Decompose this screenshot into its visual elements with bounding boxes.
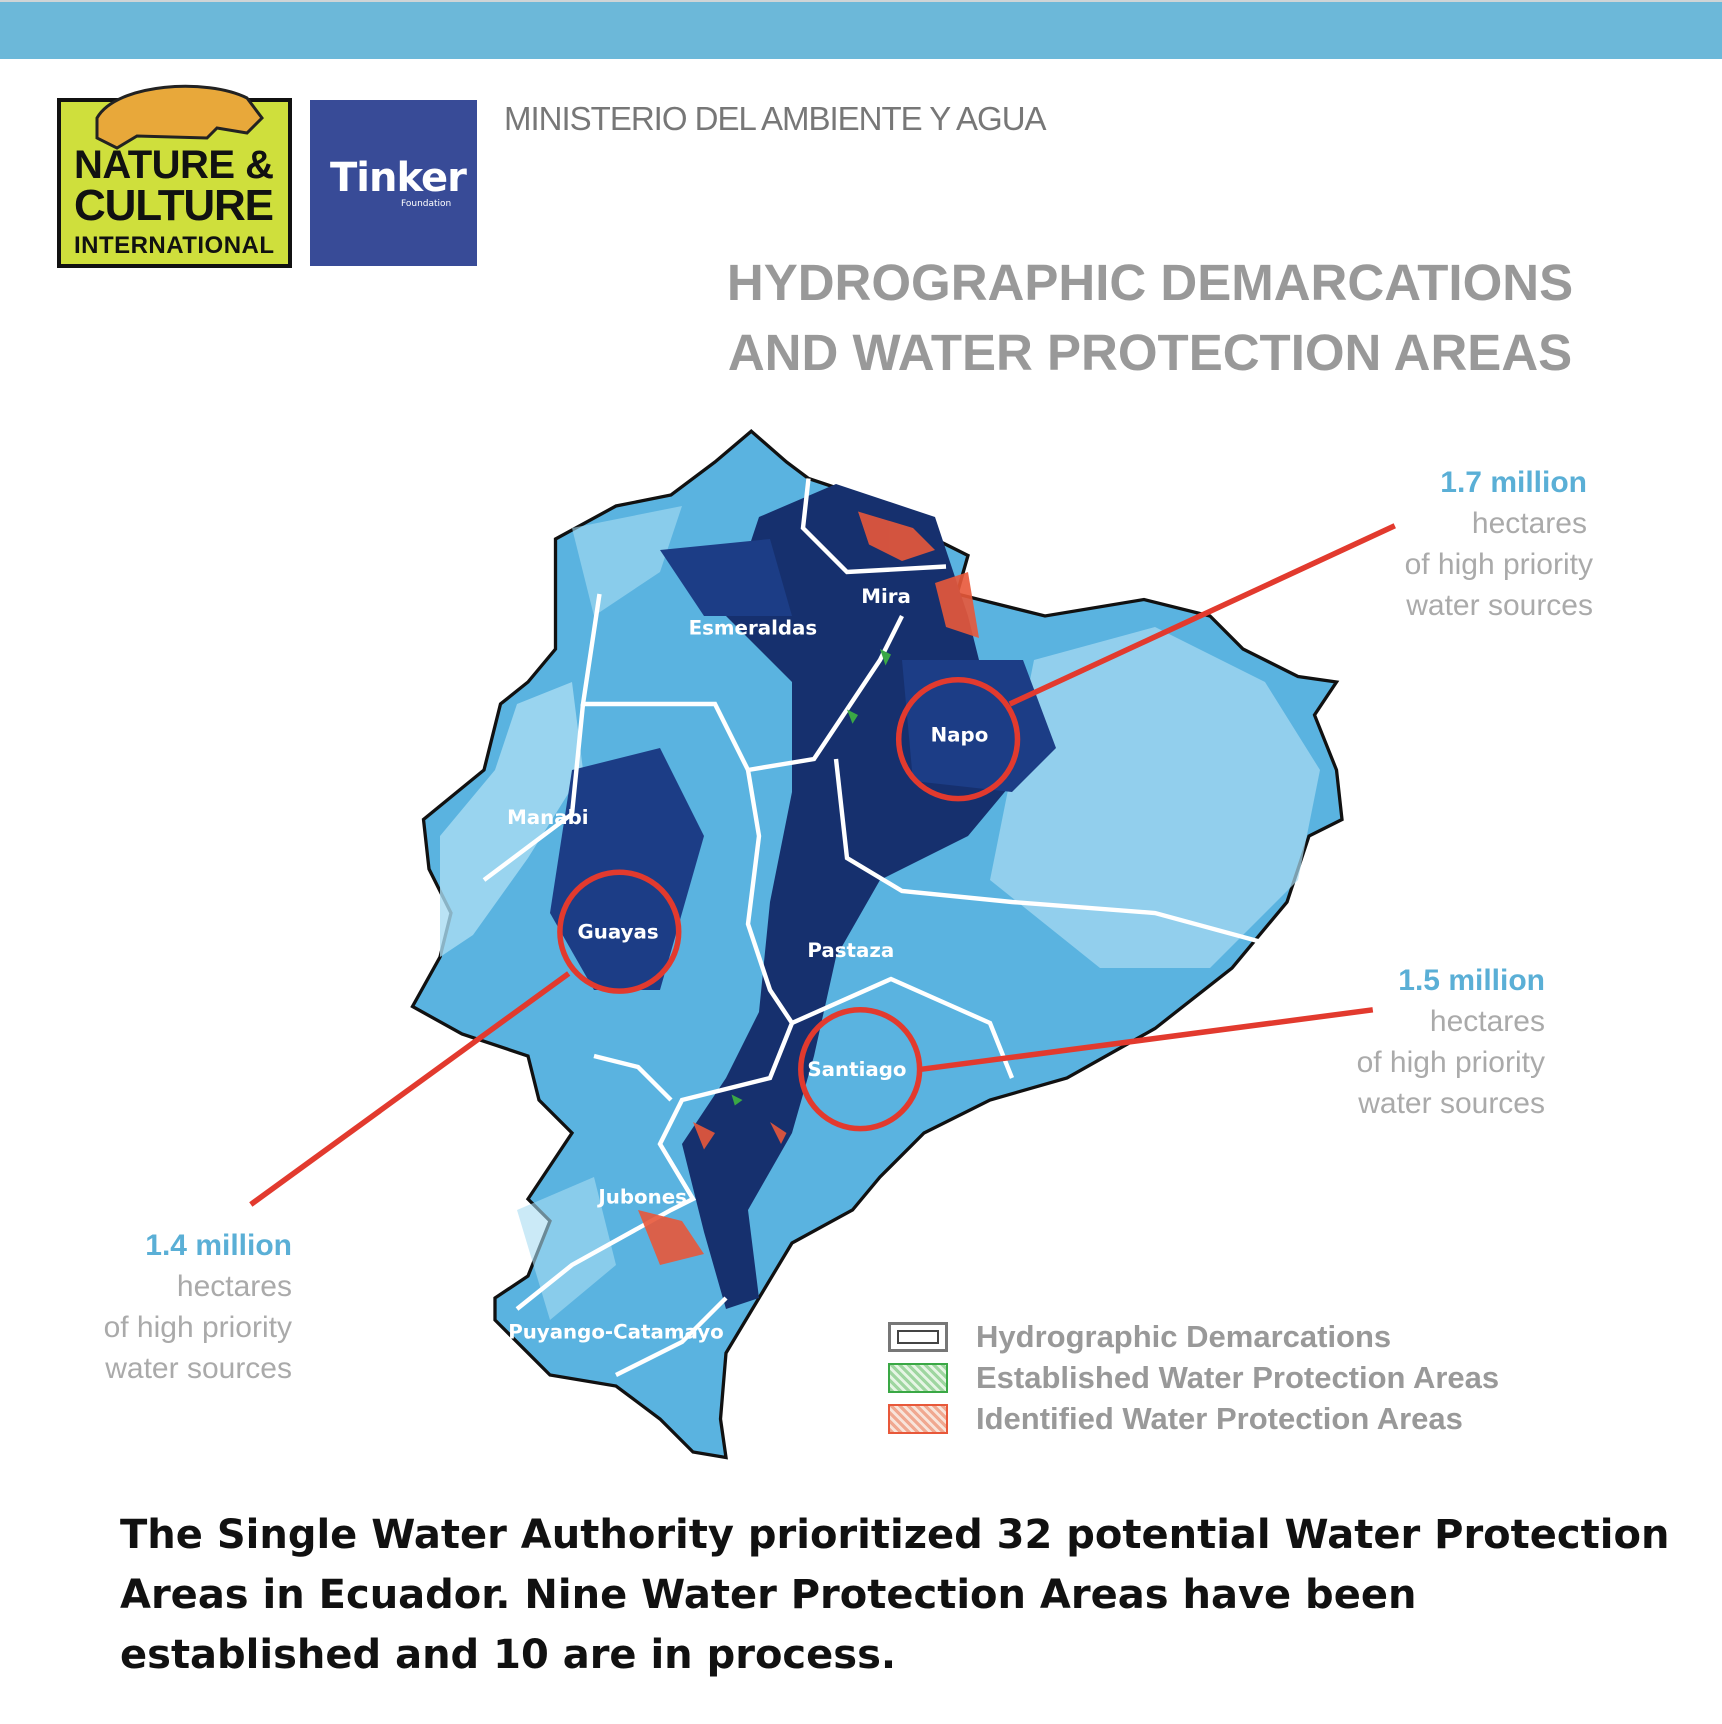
stat-line: hectares: [1471, 507, 1587, 540]
region-label-pastaza: Pastaza: [807, 939, 894, 962]
ministry-name: MINISTERIO DEL AMBIENTE Y AGUA: [504, 100, 1047, 137]
santiago-callout-line: [921, 1007, 1374, 1072]
tinker-foundation-logo: Tinker Foundation: [310, 100, 477, 266]
region-label-guayas: Guayas: [578, 920, 659, 943]
legend-label: Established Water Protection Areas: [976, 1359, 1500, 1395]
stat-value: 1.5 million: [1398, 964, 1545, 997]
napo-circle: [895, 677, 1021, 802]
stat-line: water sources: [1358, 1087, 1545, 1120]
stat-guayas: 1.4 million hectares of high priority wa…: [104, 1225, 292, 1389]
region-label-napo: Napo: [931, 723, 989, 746]
stat-line: water sources: [1406, 589, 1593, 622]
stat-santiago: 1.5 million hectares of high priority wa…: [1357, 960, 1545, 1124]
stat-value: 1.4 million: [145, 1229, 292, 1262]
region-label-manabi: Manabi: [507, 806, 588, 829]
stat-line: of high priority: [1356, 1046, 1545, 1079]
page-title: HYDROGRAPHIC DEMARCATIONS AND WATER PROT…: [690, 248, 1610, 388]
stat-line: water sources: [105, 1352, 292, 1385]
stat-napo: 1.7 million hectares of high priority wa…: [1405, 462, 1593, 626]
region-label-santiago: Santiago: [807, 1058, 906, 1081]
summary-text: The Single Water Authority prioritized 3…: [120, 1512, 1670, 1678]
napo-callout-line: [1008, 523, 1396, 707]
legend-item-established: Established Water Protection Areas: [888, 1357, 1499, 1398]
region-label-esmeraldas: Esmeraldas: [689, 617, 818, 640]
svg-text:INTERNATIONAL: INTERNATIONAL: [74, 232, 274, 259]
map-legend: Hydrographic Demarcations Established Wa…: [888, 1316, 1499, 1439]
region-label-jubones: Jubones: [596, 1185, 687, 1208]
established-protection-areas: [731, 649, 891, 1106]
guayas-callout-line: [249, 971, 571, 1207]
stat-line: hectares: [176, 1270, 292, 1303]
stat-line: of high priority: [1404, 548, 1593, 581]
title-line-2: AND WATER PROTECTION AREAS: [727, 324, 1573, 381]
guayas-circle: [557, 869, 682, 994]
tinker-logo-text: Tinker: [330, 155, 467, 201]
demarcation-swatch-icon: [888, 1321, 948, 1352]
region-label-mira: Mira: [861, 585, 911, 608]
identified-swatch-icon: [888, 1403, 948, 1434]
established-swatch-icon: [888, 1362, 948, 1393]
legend-label: Identified Water Protection Areas: [976, 1400, 1463, 1436]
legend-item-demarcations: Hydrographic Demarcations: [888, 1316, 1499, 1357]
legend-item-identified: Identified Water Protection Areas: [888, 1398, 1499, 1439]
stat-line: hectares: [1429, 1005, 1545, 1038]
title-line-1: HYDROGRAPHIC DEMARCATIONS: [726, 254, 1574, 311]
santiago-circle: [798, 1007, 923, 1132]
svg-text:NATURE &: NATURE &: [74, 143, 274, 187]
nature-culture-international-logo: NATURE & CULTURE INTERNATIONAL: [57, 84, 292, 268]
identified-protection-areas: [638, 511, 979, 1265]
region-label-puyango-catamayo: Puyango-Catamayo: [508, 1321, 724, 1344]
legend-label: Hydrographic Demarcations: [976, 1318, 1392, 1354]
hydrographic-demarcation-lines: [482, 478, 1277, 1377]
stat-value: 1.7 million: [1440, 466, 1587, 499]
stat-line: of high priority: [103, 1311, 292, 1344]
svg-text:CULTURE: CULTURE: [74, 181, 274, 230]
tinker-logo-subtext: Foundation: [401, 199, 452, 209]
top-banner: [0, 0, 1722, 59]
